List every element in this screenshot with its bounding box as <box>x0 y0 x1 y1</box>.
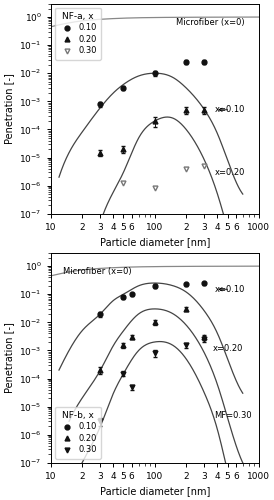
Text: x=0.10: x=0.10 <box>215 285 246 294</box>
Y-axis label: Penetration [-]: Penetration [-] <box>4 322 14 393</box>
X-axis label: Particle diameter [nm]: Particle diameter [nm] <box>100 486 210 496</box>
Legend: 0.10, 0.20, 0.30: 0.10, 0.20, 0.30 <box>55 407 101 459</box>
Y-axis label: Penetration [-]: Penetration [-] <box>4 73 14 144</box>
Text: Microfiber (x=0): Microfiber (x=0) <box>62 267 131 276</box>
Text: x=0.20: x=0.20 <box>215 168 246 176</box>
Text: MF=0.30: MF=0.30 <box>214 410 252 420</box>
Text: x=0.20: x=0.20 <box>213 344 243 352</box>
X-axis label: Particle diameter [nm]: Particle diameter [nm] <box>100 238 210 248</box>
Legend: 0.10, 0.20, 0.30: 0.10, 0.20, 0.30 <box>55 8 101 60</box>
Text: x=0.10: x=0.10 <box>215 106 246 114</box>
Text: Microfiber (x=0): Microfiber (x=0) <box>176 18 245 27</box>
